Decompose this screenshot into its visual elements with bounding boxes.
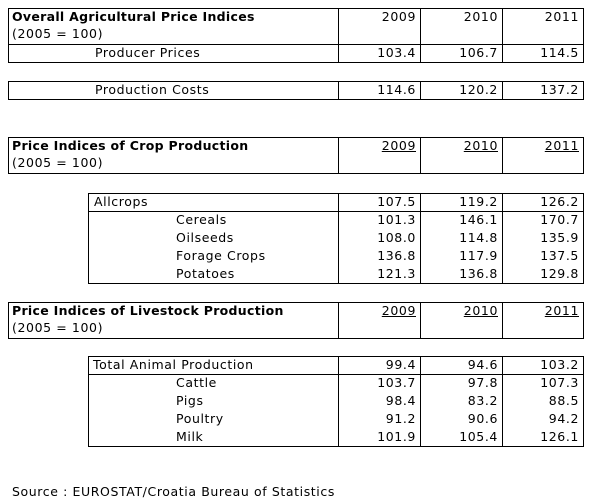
value-cell — [502, 137, 584, 174]
value-cell — [502, 44, 584, 63]
value: 137.2 — [540, 82, 579, 97]
value: 103.4 — [377, 45, 416, 60]
value: 129.8 — [540, 266, 579, 281]
value: 94.6 — [467, 357, 498, 372]
value: 91.2 — [385, 411, 416, 426]
value: 101.3 — [377, 212, 416, 227]
row-label: Pigs — [176, 393, 204, 408]
row-label: Cattle — [176, 375, 217, 390]
value: 108.0 — [377, 230, 416, 245]
row-label: Potatoes — [176, 266, 235, 281]
value: 137.5 — [540, 248, 579, 263]
row-label: Producer Prices — [95, 45, 201, 60]
row-label: Total Animal Production — [93, 357, 254, 372]
value: 121.3 — [377, 266, 416, 281]
value-cell — [502, 211, 584, 284]
value: 126.2 — [540, 194, 579, 209]
value: 126.1 — [540, 429, 579, 444]
value: 117.9 — [459, 248, 498, 263]
section-title: Overall Agricultural Price Indices — [12, 9, 255, 24]
year: 2010 — [463, 9, 498, 24]
row-label: Forage Crops — [176, 248, 266, 263]
value: 99.4 — [385, 357, 416, 372]
value: 107.5 — [377, 194, 416, 209]
value: 119.2 — [459, 194, 498, 209]
value: 135.9 — [540, 230, 579, 245]
value-cell — [502, 302, 584, 339]
row-label: Allcrops — [94, 194, 149, 209]
year: 2009 — [381, 138, 416, 153]
row-label: Cereals — [176, 212, 227, 227]
value: 114.6 — [377, 82, 416, 97]
section-subtitle: (2005 = 100) — [12, 320, 104, 335]
value: 98.4 — [385, 393, 416, 408]
value: 170.7 — [540, 212, 579, 227]
value: 83.2 — [467, 393, 498, 408]
value: 103.2 — [540, 357, 579, 372]
value: 146.1 — [459, 212, 498, 227]
value: 90.6 — [467, 411, 498, 426]
value: 94.2 — [548, 411, 579, 426]
year: 2009 — [381, 9, 416, 24]
year: 2010 — [463, 138, 498, 153]
row-label: Milk — [176, 429, 204, 444]
section-title: Price Indices of Crop Production — [12, 138, 249, 153]
section-subtitle: (2005 = 100) — [12, 26, 104, 41]
value: 114.5 — [540, 45, 579, 60]
year: 2011 — [544, 9, 579, 24]
source-note: Source : EUROSTAT/Croatia Bureau of Stat… — [12, 484, 335, 499]
section-subtitle: (2005 = 100) — [12, 155, 104, 170]
value: 103.7 — [377, 375, 416, 390]
value: 105.4 — [459, 429, 498, 444]
year: 2011 — [544, 138, 579, 153]
value-cell — [502, 374, 584, 447]
value: 136.8 — [377, 248, 416, 263]
section-title: Price Indices of Livestock Production — [12, 303, 284, 318]
value: 106.7 — [459, 45, 498, 60]
value: 88.5 — [548, 393, 579, 408]
value: 97.8 — [467, 375, 498, 390]
year: 2010 — [463, 303, 498, 318]
year: 2011 — [544, 303, 579, 318]
year: 2009 — [381, 303, 416, 318]
value: 120.2 — [459, 82, 498, 97]
value: 136.8 — [459, 266, 498, 281]
value: 107.3 — [540, 375, 579, 390]
row-label: Production Costs — [95, 82, 210, 97]
value: 101.9 — [377, 429, 416, 444]
value: 114.8 — [459, 230, 498, 245]
value-cell — [502, 81, 584, 100]
row-label: Oilseeds — [176, 230, 234, 245]
row-label: Poultry — [176, 411, 224, 426]
